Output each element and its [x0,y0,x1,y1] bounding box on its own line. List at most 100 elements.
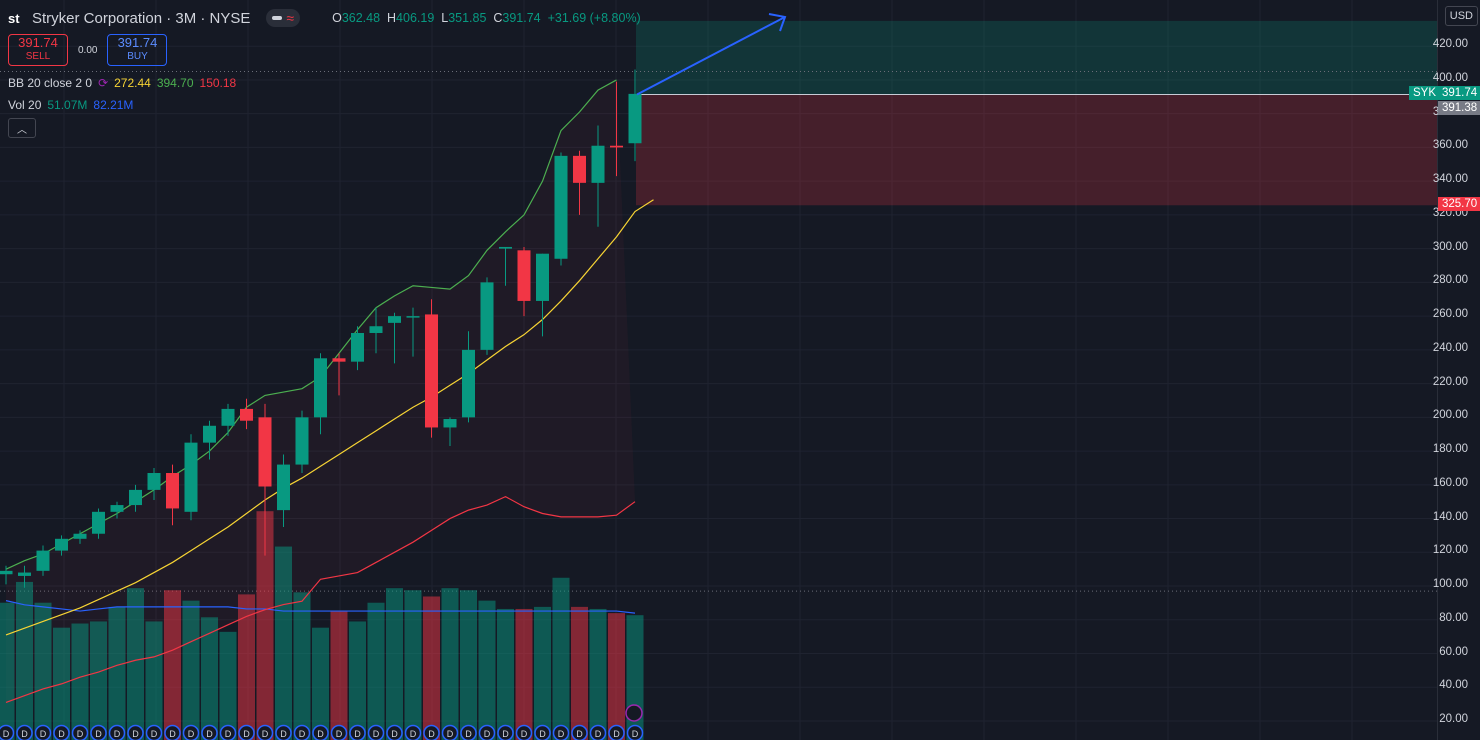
volume-bar [441,588,459,740]
candle-body [221,408,235,426]
volume-indicator-row[interactable]: Vol 20 51.07M 82.21M [8,98,641,112]
dividend-marker-label: D [95,729,102,739]
dividend-marker-label: D [391,729,398,739]
flash-icon [625,704,643,722]
price-tick-label: 220.00 [1432,375,1468,388]
dividend-marker-label: D [299,729,306,739]
collapse-legend-button[interactable]: ︿ [8,118,36,138]
volume-bar [90,621,107,740]
dividend-marker-icon [423,724,440,740]
candle-body [73,533,87,539]
volume-bar [145,621,163,740]
currency-button[interactable]: USD [1444,6,1478,26]
price-tick-label: 260.00 [1432,308,1468,321]
last-price-tag: 391.74 [1438,85,1480,100]
symbol-title[interactable]: Stryker Corporation · 3M · NYSE [32,9,251,27]
stop-zone [636,94,1438,206]
dividend-marker-label: D [502,729,509,739]
dividend-marker-icon [16,724,33,740]
dividend-marker-label: D [558,729,565,739]
sell-label: SELL [25,51,51,62]
candle-body [610,145,623,148]
volume-bar [534,606,551,740]
candle-body [573,155,586,183]
dividend-marker-icon [552,724,570,740]
volume-bar [497,608,514,740]
volume-bar [608,613,625,740]
candle-body [425,314,438,428]
dividend-marker-label: D [632,729,639,739]
dividend-marker-icon [238,724,255,740]
wave-icon: ≈ [286,10,295,26]
dividend-marker-icon [460,724,477,740]
ohlc-readout: O362.48 H406.19 L351.85 C391.74 +31.69 (… [332,11,641,25]
sell-button[interactable]: 391.74 SELL [8,34,68,66]
price-tick-label: 60.00 [1439,645,1468,658]
volume-bar [589,608,607,740]
candle-body [258,417,272,487]
entry-price-tag: 391.38 [1438,100,1480,115]
candle-body [129,489,142,506]
symbol-logo: st [8,10,20,26]
dividend-marker-label: D [576,729,583,739]
candle-body [462,349,475,418]
price-tick-label: 160.00 [1432,476,1468,489]
volume-bar [108,606,126,740]
candle-body [0,570,13,575]
dividend-marker-label: D [465,729,472,739]
dividend-marker-label: D [151,729,158,739]
bb-indicator-row[interactable]: BB 20 close 2 0 ⟳ 272.44 394.70 150.18 [8,76,641,90]
dividend-marker-icon [589,724,607,740]
dividend-marker-label: D [336,729,343,739]
dividend-marker-icon [256,724,274,740]
dividend-marker-icon [497,724,514,740]
dividend-marker-icon [293,724,311,740]
market-status-pill[interactable]: ≈ [266,9,301,27]
settings-loop-icon[interactable]: ⟳ [98,76,109,90]
dividend-marker-label: D [40,729,47,739]
volume-ma-line [5,600,636,614]
sell-price: 391.74 [18,35,58,50]
dividend-marker-label: D [410,729,417,739]
dividend-marker-icon [386,724,403,740]
dividend-marker-icon [404,724,422,740]
arrow-head-icon [768,13,787,32]
bb-upper-line [5,79,617,570]
candle-body [480,282,494,350]
dividend-marker-icon [571,724,588,740]
dividend-marker-label: D [188,729,195,739]
candle-body [314,358,327,418]
dividend-marker-label: D [317,729,324,739]
forecast-arrow [636,16,786,96]
dividend-marker-icon [34,724,52,740]
dividend-marker-label: D [484,729,491,739]
dividend-marker-icon [0,724,15,740]
spread-value: 0.00 [78,44,98,56]
dividend-marker-label: D [373,729,380,739]
volume-bar [127,588,144,740]
vol-label: Vol 20 [8,98,42,112]
symbol-tag: SYK [1408,85,1440,100]
candle-body [591,145,605,183]
dividend-marker-label: D [521,729,528,739]
candle-body [36,550,50,571]
price-tick-label: 40.00 [1439,679,1468,692]
dividend-marker-label: D [243,729,250,739]
dividend-marker-label: D [225,729,232,739]
dividend-marker-icon [201,724,218,740]
volume-bar [34,602,52,740]
price-tick-label: 80.00 [1439,611,1468,624]
volume-bar [182,600,200,740]
bb-basis-line [5,199,654,636]
bb-basis-value: 272.44 [114,76,151,90]
bb-label: BB 20 close 2 0 [8,76,93,90]
dividend-marker-icon [108,724,126,740]
dividend-marker-label: D [206,729,213,739]
candle-body [203,425,216,443]
volume-bar [404,590,422,740]
price-axis[interactable]: USD [1437,0,1480,740]
target-zone [636,20,1438,95]
buy-button[interactable]: 391.74 BUY [107,34,168,66]
volume-bar [367,602,385,740]
